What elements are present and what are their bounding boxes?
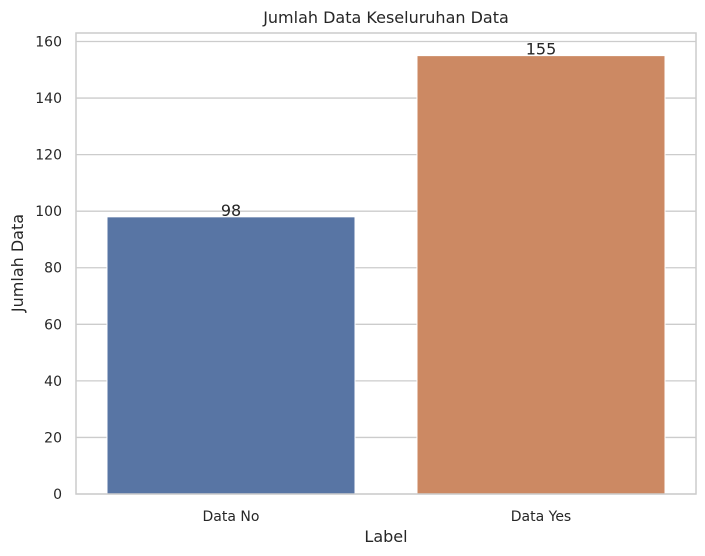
- data-label: 155: [526, 40, 557, 59]
- y-tick-label: 0: [53, 487, 62, 503]
- y-tick-label: 100: [35, 204, 62, 220]
- data-label: 98: [221, 201, 241, 220]
- y-axis-ticks: 0 20 40 60 80 100 120 140 160: [35, 34, 62, 503]
- chart-title: Jumlah Data Keseluruhan Data: [262, 8, 509, 27]
- y-tick-label: 40: [44, 374, 62, 390]
- y-tick-label: 20: [44, 430, 62, 446]
- y-axis-title: Jumlah Data: [8, 214, 27, 313]
- x-tick-label: Data No: [203, 509, 260, 525]
- plot-frame: [75, 32, 697, 495]
- y-tick-label: 60: [44, 317, 62, 333]
- y-tick-label: 160: [35, 34, 62, 50]
- y-tick-label: 120: [35, 148, 62, 164]
- data-labels: 98 155: [221, 40, 556, 220]
- x-tick-label: Data Yes: [511, 509, 571, 525]
- x-axis-title: Label: [364, 527, 407, 546]
- x-axis-ticks: Data No Data Yes: [203, 509, 572, 525]
- bars: [106, 55, 666, 495]
- bar-data-no: [106, 216, 356, 495]
- bar-data-yes: [416, 55, 666, 495]
- y-tick-label: 80: [44, 261, 62, 277]
- y-tick-label: 140: [35, 91, 62, 107]
